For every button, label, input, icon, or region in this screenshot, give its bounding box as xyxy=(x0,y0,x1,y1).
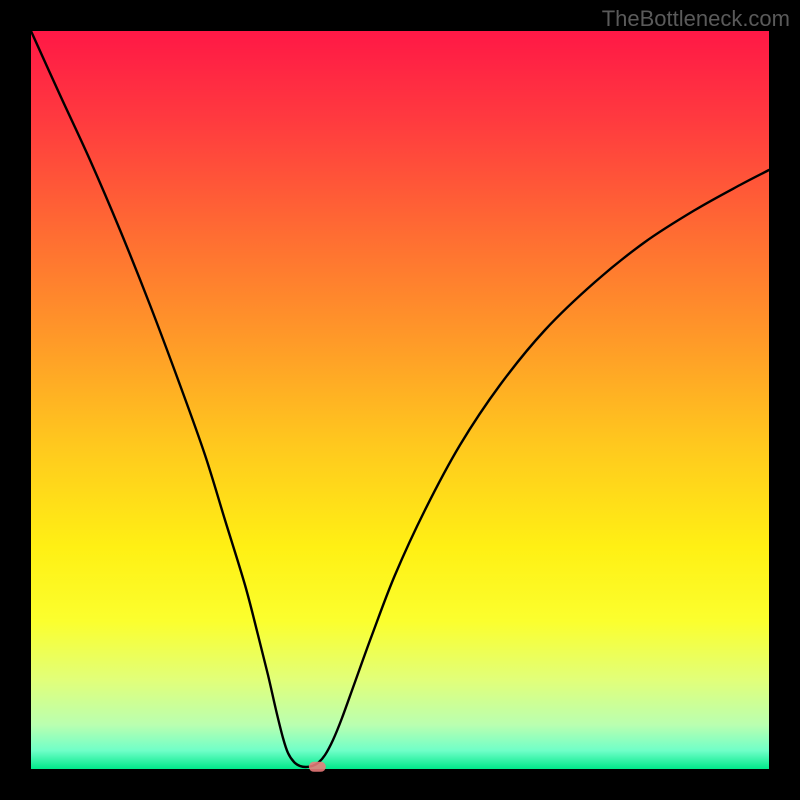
optimal-marker xyxy=(309,762,326,772)
watermark-text: TheBottleneck.com xyxy=(602,6,790,32)
chart-canvas xyxy=(0,0,800,800)
bottleneck-chart: TheBottleneck.com xyxy=(0,0,800,800)
plot-area xyxy=(31,31,769,769)
